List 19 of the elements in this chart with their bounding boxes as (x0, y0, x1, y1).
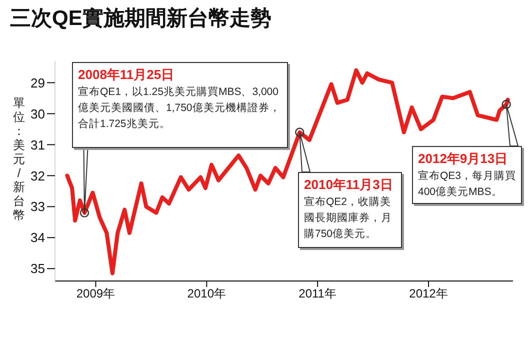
annotation: 宣布QE2，收購美國長期國庫券，月購750億美元。 (304, 195, 393, 242)
annotation: 宣布QE1，以1.25兆美元購買MBS、3,000億美元美國國債、1,750億美元機構證券，合計1.725兆美元。 (78, 85, 282, 132)
x-tick-label: 2010年 (187, 286, 226, 301)
x-tick-label: 2012年 (409, 286, 448, 301)
annotation: 宣布QE3，每月購買400億美元MBS。 (418, 169, 516, 200)
annotation: 2010年11月3日 (304, 176, 394, 194)
y-tick-label: 29 (30, 75, 45, 90)
x-tick-label: 2011年 (298, 286, 336, 301)
y-tick-label: 34 (30, 230, 45, 246)
y-tick-label: 30 (30, 106, 45, 122)
x-tick-label: 2009年 (76, 286, 116, 301)
chart-title: 三次QE實施期間新台幣走勢 (10, 6, 272, 32)
y-axis-title: 單位：美元/新台幣 (12, 96, 26, 222)
y-tick-label: 32 (30, 168, 45, 184)
y-tick-label: 33 (30, 199, 45, 214)
y-tick-label: 31 (30, 137, 45, 152)
annotation: 2012年9月13日 (418, 150, 509, 168)
annotation: 2008年11月25日 (78, 66, 176, 84)
y-tick-label: 35 (30, 261, 45, 276)
